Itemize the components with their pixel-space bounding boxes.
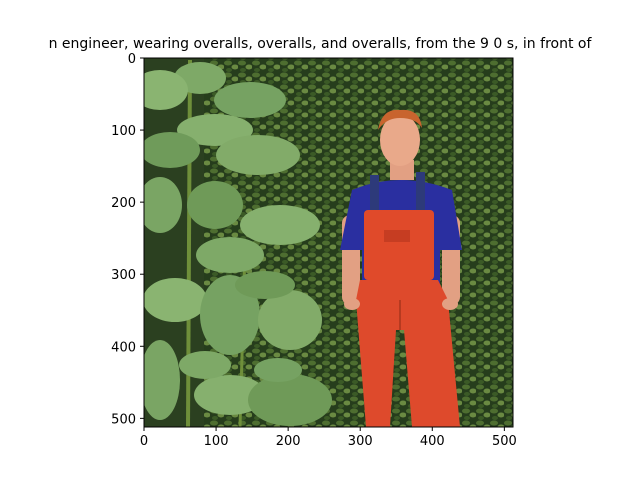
- plot-title-text: n engineer, wearing overalls, overalls, …: [48, 36, 592, 52]
- y-tick-label: 300: [111, 268, 136, 283]
- photo: [144, 58, 513, 427]
- y-tick-label: 200: [111, 196, 136, 211]
- plot-title: n engineer, wearing overalls, overalls, …: [0, 32, 640, 56]
- y-axis: 0 100 200 300 400 500: [111, 52, 144, 427]
- x-tick-label: 400: [420, 434, 445, 449]
- y-tick-label: 0: [128, 52, 136, 67]
- plant: [144, 58, 332, 427]
- y-tick-label: 400: [111, 340, 136, 355]
- x-tick-label: 100: [204, 434, 229, 449]
- x-tick-label: 200: [276, 434, 301, 449]
- y-tick-label: 100: [111, 124, 136, 139]
- x-tick-label: 300: [348, 434, 373, 449]
- person: [340, 109, 462, 427]
- x-axis: 0 100 200 300 400 500: [140, 427, 517, 449]
- x-tick-label: 0: [140, 434, 148, 449]
- axes-frame: [143, 57, 514, 428]
- y-tick-label: 500: [111, 412, 136, 427]
- x-tick-label: 500: [492, 434, 517, 449]
